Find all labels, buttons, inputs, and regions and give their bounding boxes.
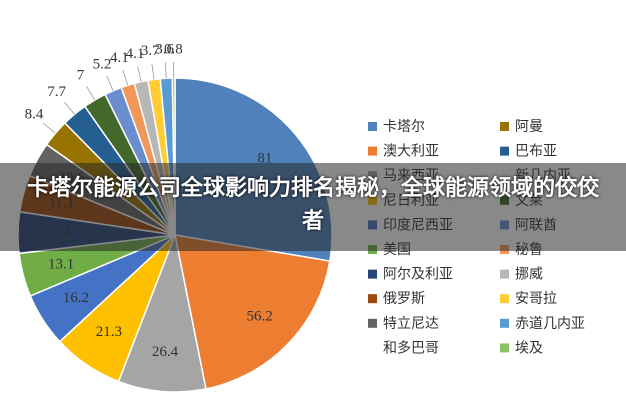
- data-label: 0.8: [164, 41, 183, 57]
- legend-swatch: [368, 294, 377, 304]
- legend-swatch: [500, 122, 509, 131]
- pie-slice: [117, 232, 207, 393]
- chart-title: 卡塔尔能源公司全球影响力排名揭秘，全球能源领域的佼佼者: [26, 176, 599, 234]
- legend-label: 俄罗斯: [383, 291, 425, 307]
- data-label: 13.1: [48, 256, 74, 272]
- legend-swatch: [368, 318, 377, 328]
- data-label: 16.2: [63, 290, 89, 306]
- legend-swatch: [500, 269, 509, 279]
- legend-label: 卡塔尔: [383, 119, 425, 135]
- leader-line: [106, 75, 114, 91]
- leader-line: [42, 122, 56, 134]
- data-label: 3.7: [141, 43, 160, 59]
- leader-line: [151, 63, 155, 80]
- data-label: 4.1: [110, 50, 129, 66]
- data-label: 81: [257, 150, 272, 166]
- legend-label: 澳大利亚: [383, 144, 439, 160]
- data-label: 5.2: [93, 56, 112, 72]
- leader-line: [122, 69, 129, 86]
- legend-swatch: [500, 343, 509, 353]
- legend-swatch: [500, 146, 509, 156]
- legend-label: 埃及: [515, 340, 543, 356]
- legend-label: 特立尼达和多巴哥: [383, 316, 439, 357]
- data-label: 8.4: [25, 107, 44, 123]
- legend-swatch: [368, 122, 377, 131]
- data-label: 7: [77, 67, 85, 83]
- legend-label: 阿曼: [515, 119, 543, 135]
- title-banner: [0, 163, 626, 251]
- pie-slice: [174, 234, 331, 390]
- data-label: 3.6: [155, 42, 174, 58]
- data-label: 7.7: [47, 84, 66, 100]
- leader-line: [137, 65, 142, 82]
- leader-line: [64, 101, 75, 115]
- legend-label: 阿尔及利亚: [383, 267, 453, 283]
- data-label: 21.3: [96, 324, 122, 340]
- data-label: 56.2: [246, 308, 272, 324]
- leader-line: [164, 62, 167, 79]
- legend-label: 安哥拉: [515, 291, 557, 307]
- legend-swatch: [500, 318, 509, 328]
- leader-line: [86, 86, 96, 101]
- legend-label: 挪威: [515, 267, 543, 283]
- legend-swatch: [368, 269, 377, 279]
- data-label: 26.4: [152, 344, 179, 360]
- legend-swatch: [368, 146, 377, 156]
- data-label: 4.1: [126, 46, 145, 62]
- legend-label: 赤道几内亚: [515, 316, 585, 332]
- legend-swatch: [500, 294, 509, 304]
